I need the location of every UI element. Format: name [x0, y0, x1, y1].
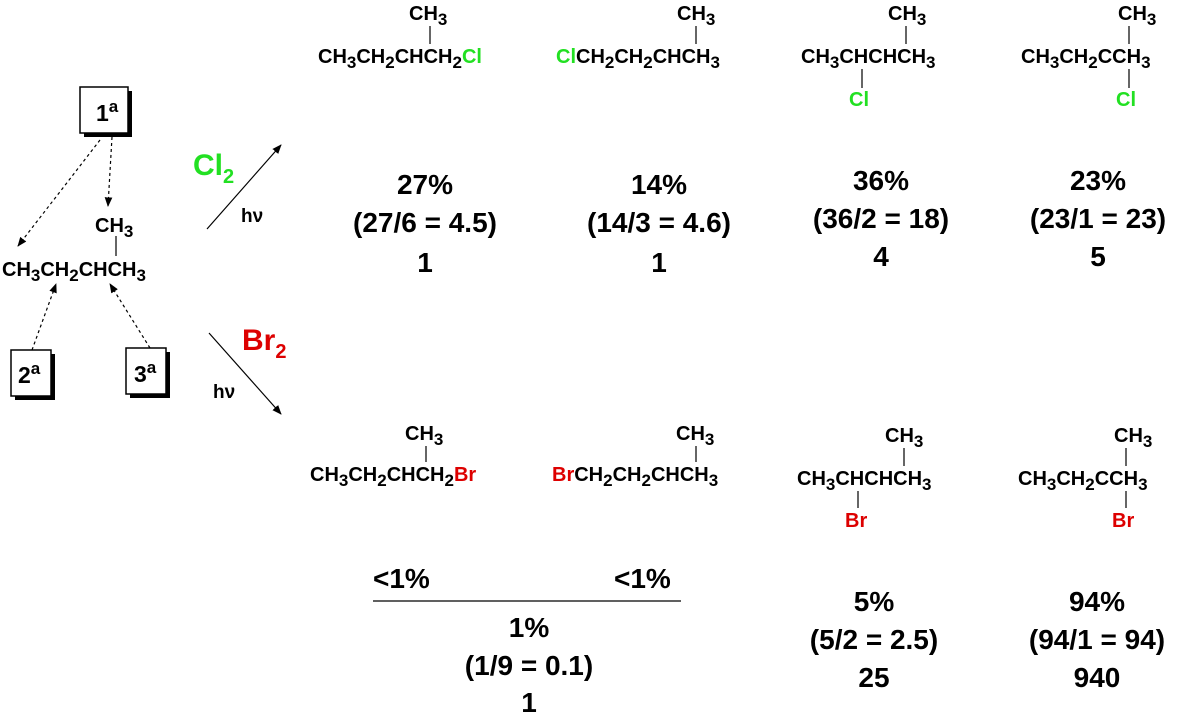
reagent-br2: Br2 — [242, 324, 286, 363]
svg-text:1%: 1% — [509, 612, 550, 643]
svg-text:27%: 27% — [397, 169, 453, 200]
svg-text:CH3: CH3 — [885, 425, 923, 451]
svg-text:(27/6 = 4.5): (27/6 = 4.5) — [353, 207, 497, 238]
svg-text:5: 5 — [1090, 241, 1106, 272]
product-2-bromo-2-methylbutane: CH3 CH3CH2CCH3 Br — [1018, 425, 1152, 532]
svg-text:(14/3 = 4.6): (14/3 = 4.6) — [587, 207, 731, 238]
svg-text:(36/2 = 18): (36/2 = 18) — [813, 203, 949, 234]
svg-text:CH3: CH3 — [409, 3, 447, 29]
product-2-chloro-3-methylbutane: CH3 CH3CHCHCH3 Cl — [801, 3, 936, 111]
arrow-bromination — [208, 332, 282, 415]
reagent-cl2: Cl2 — [193, 149, 234, 188]
svg-text:3a: 3a — [134, 358, 157, 387]
svg-text:CH3: CH3 — [676, 423, 714, 449]
svg-text:CH3: CH3 — [405, 423, 443, 449]
svg-text:CH3CH2CCH3: CH3CH2CCH3 — [1021, 46, 1151, 72]
svg-text:94%: 94% — [1069, 586, 1125, 617]
svg-text:CH3CH2CCH3: CH3CH2CCH3 — [1018, 468, 1148, 494]
product-1-bromo-2-methylbutane: CH3 CH3CH2CHCH2Br — [310, 423, 476, 490]
chlorination-yield-2: 14% (14/3 = 4.6) 1 — [587, 169, 731, 278]
svg-text:CH3: CH3 — [888, 3, 926, 29]
svg-text:5%: 5% — [854, 586, 895, 617]
svg-text:CH3: CH3 — [677, 3, 715, 29]
product-1-chloro-3-methylbutane: CH3 ClCH2CH2CHCH3 — [556, 3, 720, 72]
svg-text:BrCH2CH2CHCH3: BrCH2CH2CHCH3 — [552, 464, 718, 490]
svg-text:CH3: CH3 — [1118, 3, 1156, 29]
svg-text:4: 4 — [873, 241, 889, 272]
svg-text:Br: Br — [845, 510, 867, 532]
svg-text:Cl: Cl — [1116, 89, 1136, 111]
reactant-2-methylbutane: CH3 CH3CH2CHCH3 — [2, 215, 146, 285]
svg-text:(5/2 = 2.5): (5/2 = 2.5) — [810, 624, 938, 655]
chlorination-yield-1: 27% (27/6 = 4.5) 1 — [353, 169, 497, 278]
svg-text:14%: 14% — [631, 169, 687, 200]
bromination-yield-secondary: 5% (5/2 = 2.5) 25 — [810, 586, 938, 693]
svg-text:CH3: CH3 — [1114, 425, 1152, 451]
product-2-bromo-3-methylbutane: CH3 CH3CHCHCH3 Br — [797, 425, 932, 532]
condition-light-br: hν — [213, 382, 235, 403]
reactant-chain: CH3CH2CHCH3 — [2, 259, 146, 285]
site-box-secondary: 2a — [10, 349, 55, 400]
svg-text:CH3CHCHCH3: CH3CHCHCH3 — [801, 46, 936, 72]
svg-text:Cl: Cl — [849, 89, 869, 111]
svg-text:1: 1 — [521, 687, 537, 718]
svg-text:ClCH2CH2CHCH3: ClCH2CH2CHCH3 — [556, 46, 720, 72]
svg-text:(23/1 = 23): (23/1 = 23) — [1030, 203, 1166, 234]
dashed-arrow-primary-end — [17, 139, 101, 247]
svg-text:1: 1 — [417, 247, 433, 278]
svg-text:940: 940 — [1074, 662, 1121, 693]
svg-text:25: 25 — [858, 662, 889, 693]
svg-text:CH3CHCHCH3: CH3CHCHCH3 — [797, 468, 932, 494]
svg-text:2a: 2a — [18, 359, 41, 388]
svg-text:1a: 1a — [96, 97, 119, 126]
site-box-tertiary: 3a — [125, 347, 170, 398]
svg-text:23%: 23% — [1070, 165, 1126, 196]
dashed-arrow-primary-methyl — [104, 136, 113, 207]
svg-text:CH3CH2CHCH2Br: CH3CH2CHCH2Br — [310, 464, 476, 490]
svg-text:1: 1 — [651, 247, 667, 278]
svg-text:36%: 36% — [853, 165, 909, 196]
svg-text:(94/1 = 94): (94/1 = 94) — [1029, 624, 1165, 655]
condition-light-cl: hν — [241, 206, 263, 227]
product-1-chloro-2-methylbutane: CH3 CH3CH2CHCH2Cl — [318, 3, 482, 72]
svg-text:<1%: <1% — [614, 563, 671, 594]
product-1-bromo-3-methylbutane: CH3 BrCH2CH2CHCH3 — [552, 423, 718, 490]
svg-text:Br: Br — [1112, 510, 1134, 532]
bromination-combined-yield: <1% <1% 1% (1/9 = 0.1) 1 — [373, 563, 681, 718]
svg-text:CH3CH2CHCH2Cl: CH3CH2CHCH2Cl — [318, 46, 482, 72]
svg-text:<1%: <1% — [373, 563, 430, 594]
reactant-methyl: CH3 — [95, 215, 133, 241]
svg-text:(1/9 = 0.1): (1/9 = 0.1) — [465, 650, 593, 681]
chlorination-yield-3: 36% (36/2 = 18) 4 — [813, 165, 949, 272]
arrow-chlorination — [206, 144, 282, 230]
dashed-arrow-secondary — [31, 283, 57, 351]
site-box-primary: 1a — [79, 86, 132, 137]
dashed-arrow-tertiary — [109, 283, 151, 349]
product-2-chloro-2-methylbutane: CH3 CH3CH2CCH3 Cl — [1021, 3, 1156, 111]
bromination-yield-tertiary: 94% (94/1 = 94) 940 — [1029, 586, 1165, 693]
chlorination-yield-4: 23% (23/1 = 23) 5 — [1030, 165, 1166, 272]
